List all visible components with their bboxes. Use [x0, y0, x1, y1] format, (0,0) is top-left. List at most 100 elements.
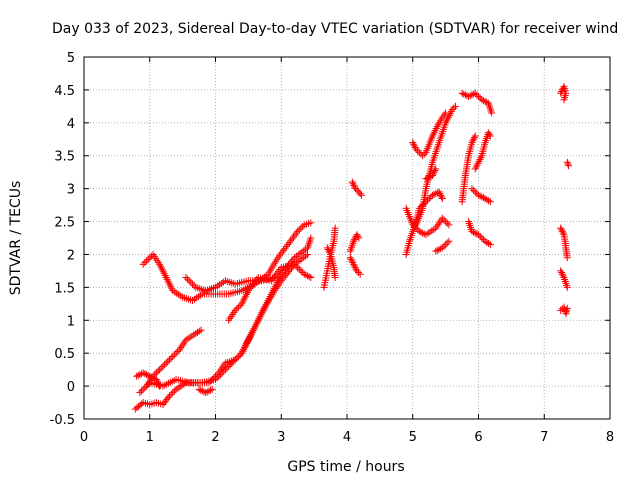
data-point	[208, 376, 216, 384]
data-point	[195, 327, 203, 335]
data-point	[435, 188, 443, 196]
data-point	[563, 283, 571, 291]
data-point	[184, 275, 192, 283]
data-point	[483, 196, 491, 204]
data-point	[486, 132, 494, 140]
data-point	[559, 272, 567, 280]
data-point	[167, 390, 175, 398]
data-point	[445, 221, 453, 229]
data-point	[465, 92, 473, 100]
data-point	[442, 241, 450, 249]
data-point	[289, 256, 297, 264]
x-tick-label: 0	[80, 430, 88, 445]
data-point	[560, 96, 568, 104]
data-point	[357, 191, 365, 199]
data-point	[475, 191, 482, 199]
data-point	[353, 186, 361, 194]
data-point	[419, 152, 427, 160]
data-point	[468, 227, 476, 235]
data-point	[350, 181, 358, 189]
data-point	[139, 385, 147, 393]
data-point	[161, 361, 169, 369]
data-point	[287, 257, 295, 265]
data-point	[475, 92, 482, 100]
data-point	[210, 374, 218, 382]
data-point	[425, 173, 433, 181]
data-point	[154, 367, 162, 375]
data-point	[159, 362, 167, 370]
data-point	[471, 132, 479, 140]
data-point	[307, 234, 315, 242]
data-point	[440, 216, 448, 224]
data-point	[470, 134, 478, 142]
data-point	[435, 246, 443, 254]
data-point	[233, 305, 241, 313]
data-point	[430, 168, 438, 176]
data-point	[352, 185, 360, 193]
data-point	[208, 385, 216, 393]
data-point	[277, 277, 285, 285]
data-point	[432, 247, 440, 255]
data-point	[470, 228, 478, 236]
data-point	[197, 326, 205, 334]
data-point	[170, 387, 178, 395]
data-point	[198, 387, 206, 395]
data-point	[558, 270, 566, 278]
data-point	[412, 145, 420, 153]
data-point	[144, 255, 152, 263]
data-point	[154, 379, 162, 387]
y-tick-label: 2	[67, 248, 75, 263]
data-point	[486, 241, 494, 249]
data-point	[185, 277, 193, 285]
data-point	[565, 162, 573, 170]
data-point	[415, 227, 423, 235]
data-point	[485, 239, 493, 247]
data-point	[451, 102, 459, 110]
data-point	[192, 329, 200, 337]
data-point	[169, 352, 177, 360]
data-point	[417, 228, 425, 236]
data-point	[138, 400, 146, 408]
data-point	[483, 238, 491, 246]
data-point	[469, 137, 477, 145]
data-point	[304, 272, 312, 280]
y-tick-label: 3.5	[54, 150, 75, 165]
data-point	[152, 376, 160, 384]
x-tick-label: 5	[409, 430, 417, 445]
data-point	[488, 109, 496, 117]
y-tick-label: 3	[67, 183, 75, 198]
data-point	[188, 280, 196, 288]
x-axis-label: GPS time / hours	[287, 459, 404, 475]
data-point	[470, 90, 478, 98]
data-point	[279, 268, 287, 276]
data-point	[307, 219, 315, 227]
data-point	[194, 328, 202, 336]
data-point	[356, 190, 364, 198]
data-point	[438, 193, 446, 201]
x-tick-label: 3	[277, 430, 285, 445]
data-point	[297, 224, 305, 232]
data-point	[468, 139, 476, 147]
data-point	[280, 267, 288, 275]
data-point	[478, 234, 486, 242]
data-point	[557, 306, 565, 314]
y-tick-label: 4	[67, 117, 75, 132]
data-point	[157, 364, 165, 372]
data-point	[142, 371, 150, 379]
data-point	[162, 359, 170, 367]
data-point	[557, 224, 565, 232]
y-tick-label: 5	[67, 51, 75, 66]
data-point	[350, 262, 358, 270]
data-point	[292, 262, 300, 270]
data-point	[300, 270, 308, 278]
data-point	[470, 135, 478, 143]
data-point	[564, 160, 572, 168]
data-point	[350, 260, 358, 268]
data-point	[197, 386, 205, 394]
x-tick-label: 4	[343, 430, 351, 445]
data-point	[409, 139, 417, 147]
y-tick-label: 1	[67, 314, 75, 329]
data-point	[203, 388, 211, 396]
data-point	[164, 357, 172, 365]
data-point	[290, 260, 298, 268]
